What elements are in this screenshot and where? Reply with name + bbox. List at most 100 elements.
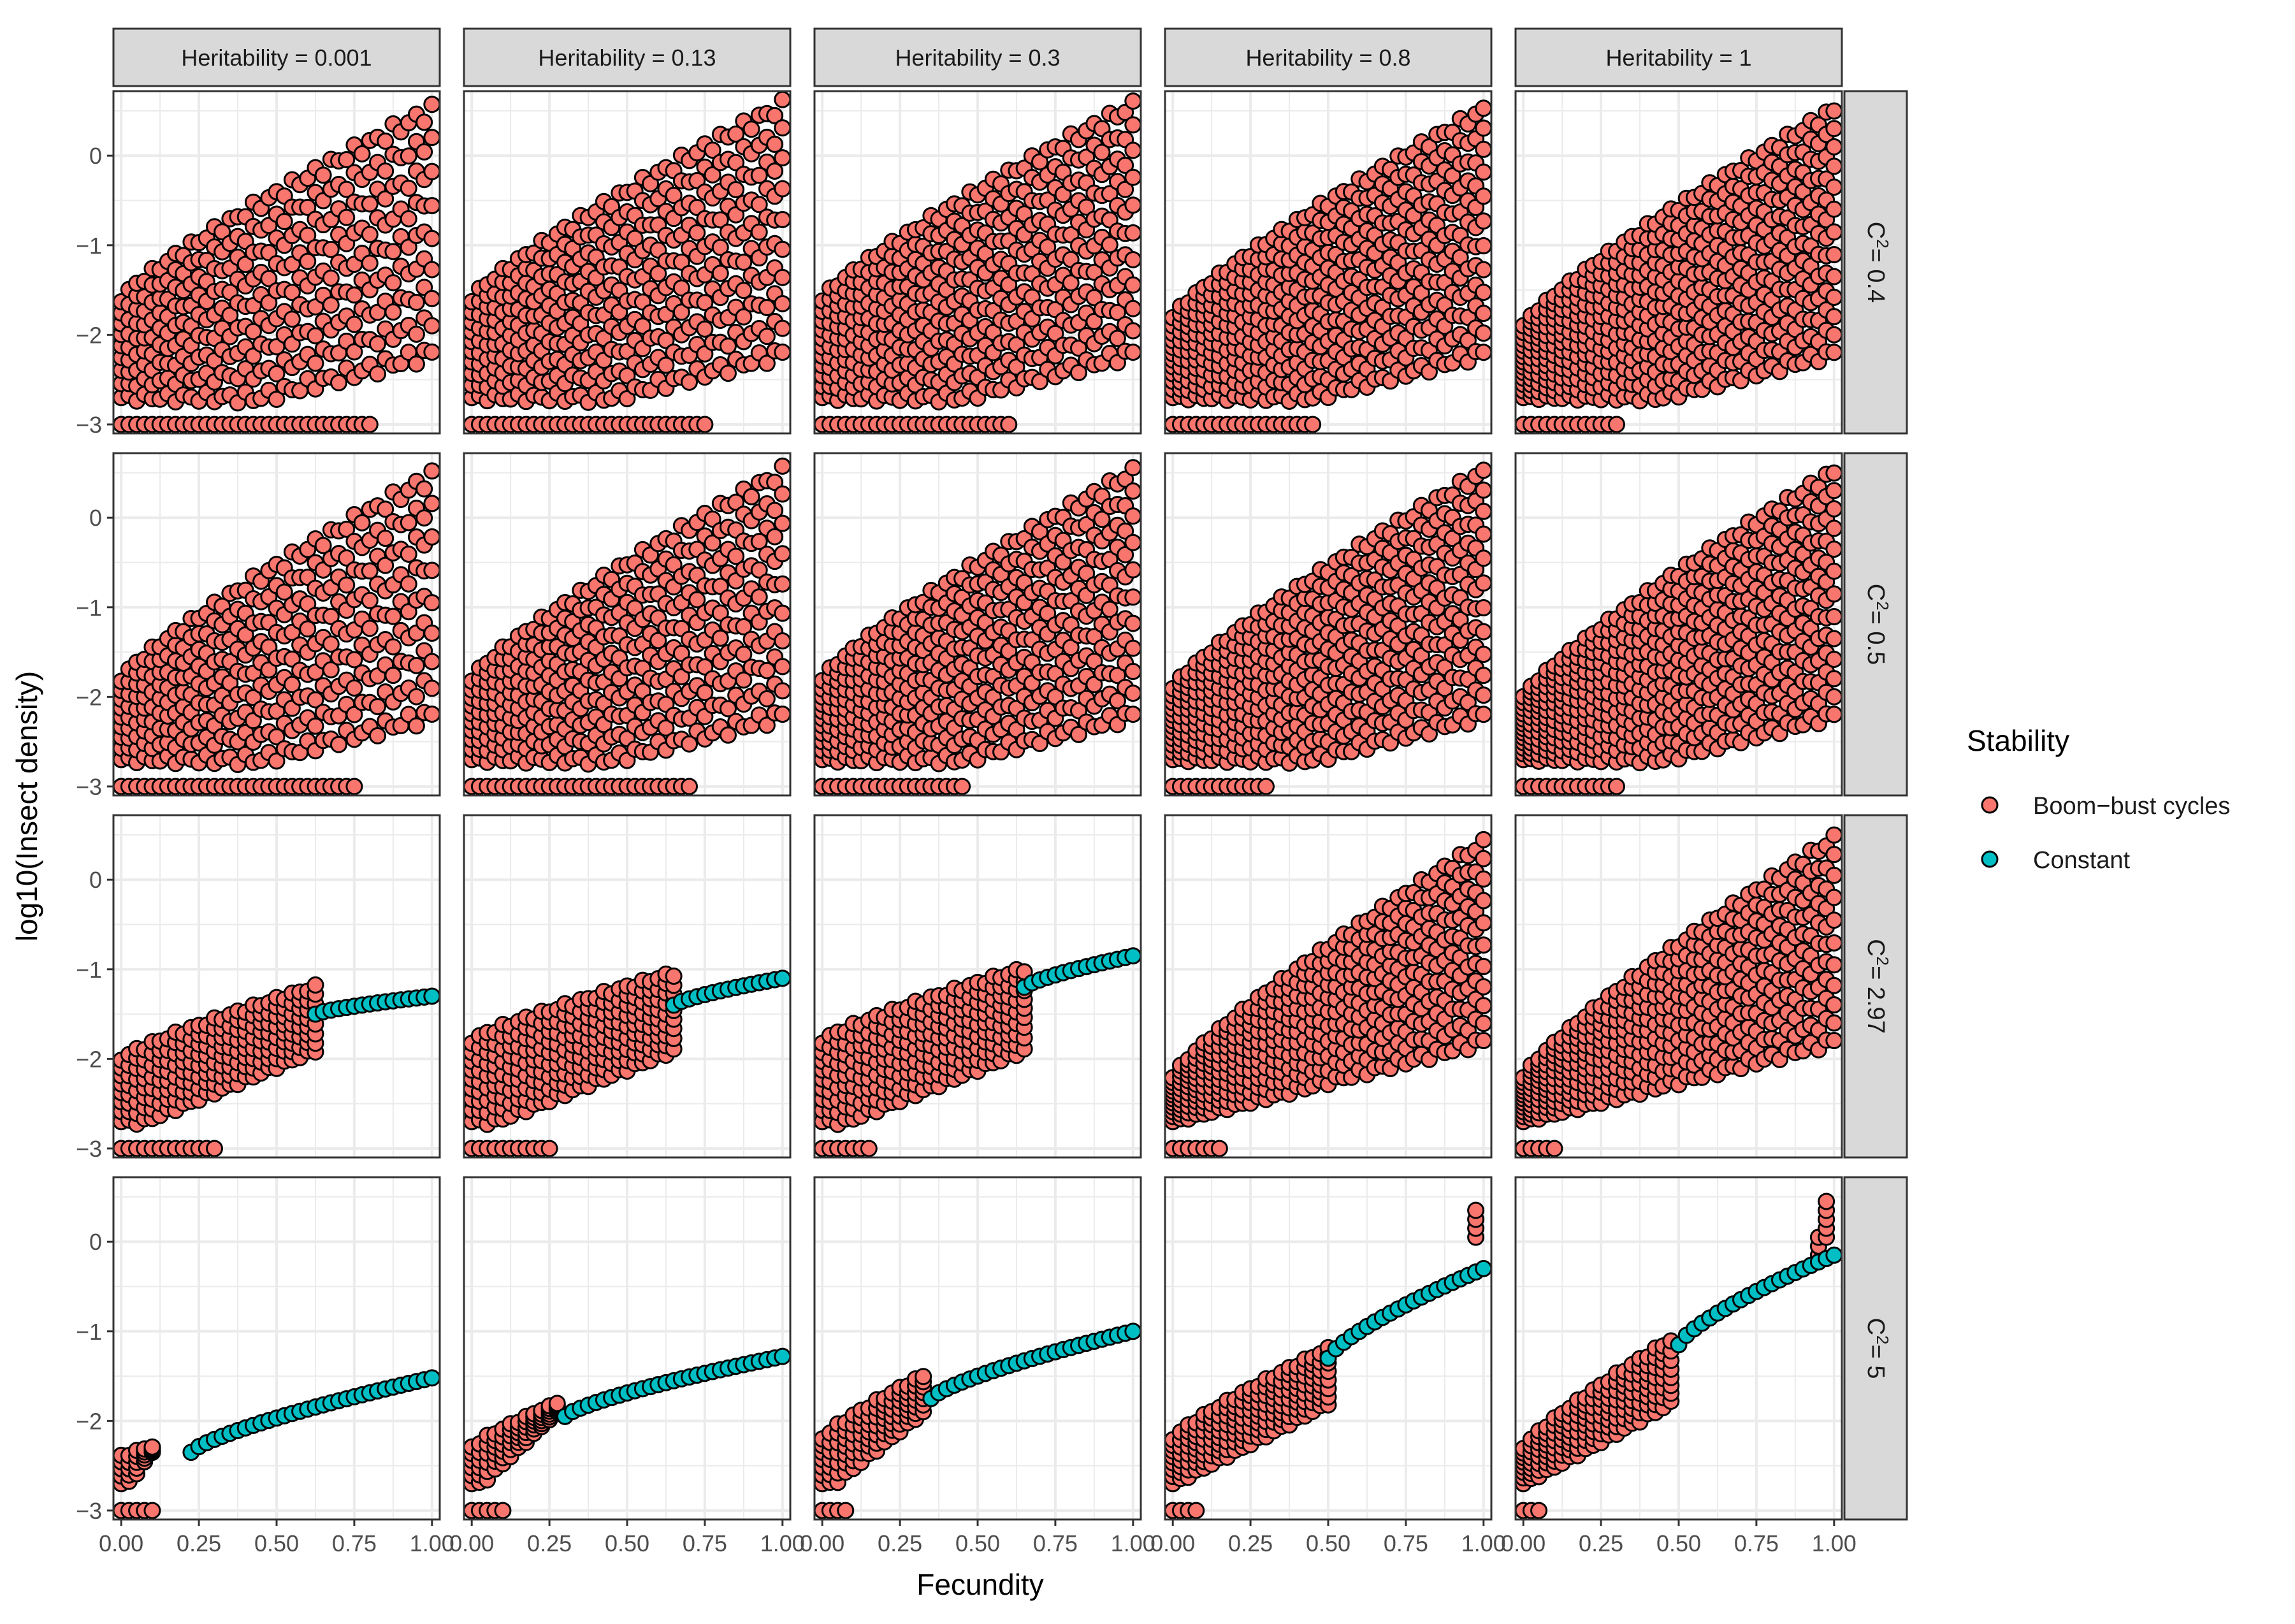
panel-points <box>1516 102 1842 433</box>
column-strip-label: Heritability = 0.8 <box>1245 45 1410 71</box>
boom-bust-point <box>338 180 356 198</box>
boom-bust-point <box>283 284 301 301</box>
boom-bust-point <box>1825 288 1842 306</box>
boom-bust-point <box>758 690 776 707</box>
boom-bust-point <box>1124 92 1141 110</box>
boom-bust-point <box>1124 706 1141 723</box>
boom-bust-point <box>688 591 706 609</box>
boom-bust-point <box>1124 588 1141 606</box>
column-strip <box>813 27 1142 87</box>
boom-bust-point <box>338 520 356 538</box>
boom-bust-point <box>423 624 440 642</box>
column-strip-label: Heritability = 0.3 <box>895 45 1060 71</box>
boom-bust-point <box>322 607 340 625</box>
boom-bust-point <box>423 129 440 147</box>
boom-bust-point <box>407 717 425 735</box>
boom-bust-point <box>1475 237 1491 255</box>
boom-bust-point <box>1475 706 1491 723</box>
boom-bust-point <box>416 480 433 498</box>
boom-bust-point <box>377 530 395 547</box>
boom-bust-point <box>377 556 395 574</box>
boom-bust-point <box>649 632 667 649</box>
boom-bust-point <box>400 603 417 621</box>
boom-bust-point <box>299 595 317 613</box>
boom-bust-point <box>423 653 440 671</box>
facet-panel: C2= 0.5 <box>1514 452 1908 797</box>
boom-bust-point <box>1031 523 1049 540</box>
boom-bust-point <box>1825 200 1842 218</box>
column-strip-label: Heritability = 1 <box>1605 45 1751 71</box>
boom-bust-point <box>688 224 706 242</box>
boom-bust-point <box>423 495 440 512</box>
row-strip-superscript: 2 <box>1873 239 1892 248</box>
boom-bust-point <box>1078 198 1096 216</box>
boom-bust-point <box>727 493 745 511</box>
boom-bust-point <box>750 196 768 214</box>
facet-panel: Heritability = 0.3 <box>813 27 1142 435</box>
boom-bust-point <box>735 646 753 663</box>
boom-bust-point <box>1031 153 1049 171</box>
boom-bust-point <box>384 274 402 292</box>
panel-border <box>1164 452 1493 797</box>
boom-bust-point <box>758 662 776 679</box>
panel-border <box>813 90 1142 435</box>
boom-bust-point <box>307 691 324 709</box>
boom-bust-point <box>384 243 402 261</box>
boom-bust-point <box>384 638 402 656</box>
boom-bust-point <box>672 303 690 321</box>
boom-bust-point <box>1085 263 1103 281</box>
boom-bust-point <box>774 632 790 649</box>
boom-bust-point <box>1825 157 1842 175</box>
boom-bust-point <box>1475 574 1491 592</box>
boom-bust-point <box>758 328 776 345</box>
facet-panel <box>1164 452 1493 797</box>
column-strip-label: Heritability = 0.13 <box>538 45 716 71</box>
boom-bust-point <box>1031 734 1049 752</box>
boom-bust-point <box>696 684 714 702</box>
boom-bust-point <box>1475 344 1491 361</box>
boom-bust-point <box>750 561 768 579</box>
boom-bust-point <box>423 197 440 215</box>
boom-bust-point <box>423 261 440 279</box>
boom-bust-point <box>626 229 644 247</box>
x-axis-title: Fecundity <box>916 1568 1043 1601</box>
boom-bust-point <box>368 727 386 744</box>
boom-bust-point <box>750 223 768 241</box>
boom-bust-point <box>1825 268 1842 286</box>
boom-bust-point <box>368 698 386 716</box>
boom-bust-point <box>1825 326 1842 344</box>
boom-bust-point <box>423 462 440 480</box>
boom-bust-point <box>322 240 340 258</box>
row-strip-label: C2= 0.4 <box>1862 222 1892 303</box>
boom-bust-point <box>727 181 745 199</box>
boom-bust-point <box>283 676 301 693</box>
boom-bust-point <box>1124 614 1141 632</box>
row-strip-letter: C <box>1862 222 1889 239</box>
boom-bust-point <box>400 179 417 197</box>
boom-bust-point <box>260 294 278 312</box>
boom-bust-point <box>423 528 440 546</box>
boom-bust-point <box>711 577 729 595</box>
boom-bust-point <box>774 319 790 337</box>
boom-bust-point <box>1069 725 1087 743</box>
boom-bust-point <box>711 265 729 282</box>
column-strip-label: Heritability = 0.001 <box>181 45 372 71</box>
boom-bust-point <box>221 307 239 324</box>
boom-bust-point <box>1039 238 1057 256</box>
boom-bust-point <box>236 256 254 273</box>
boom-bust-point <box>314 561 332 579</box>
boom-bust-point <box>1008 358 1025 376</box>
facet-panel: Heritability = 0.13 <box>463 27 792 435</box>
boom-bust-point <box>260 661 278 679</box>
panel-points <box>113 96 440 433</box>
legend-key-constant <box>1981 850 1999 868</box>
boom-bust-point <box>750 588 768 606</box>
boom-bust-point <box>244 323 262 340</box>
boom-bust-point <box>423 317 440 335</box>
facet-panel <box>463 452 792 797</box>
boom-bust-point <box>307 717 324 735</box>
boom-bust-point <box>1825 223 1842 241</box>
boom-bust-point <box>719 365 737 382</box>
boom-bust-point <box>681 373 699 391</box>
boom-bust-point <box>735 282 753 300</box>
